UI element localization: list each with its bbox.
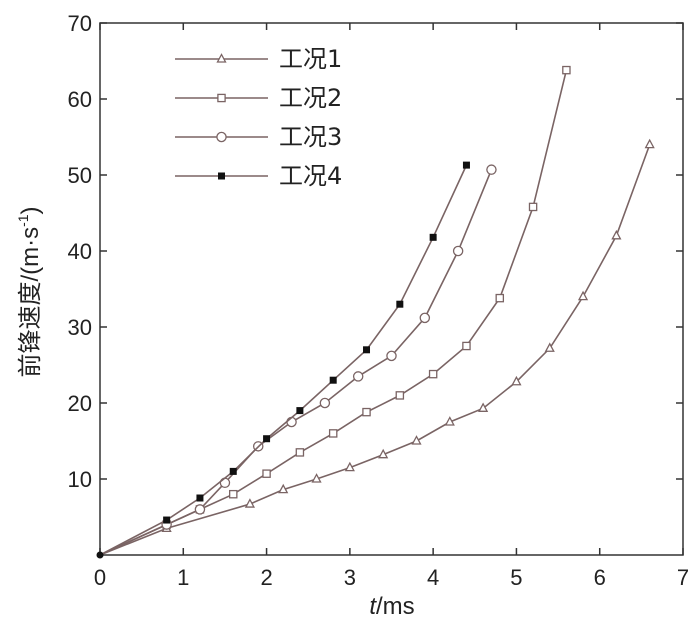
circle-marker bbox=[452, 245, 464, 257]
triangle-marker bbox=[511, 375, 522, 386]
circle-marker bbox=[486, 164, 497, 175]
x-tick-label: 5 bbox=[510, 565, 522, 590]
square-marker bbox=[495, 293, 505, 303]
series-3 bbox=[99, 164, 497, 556]
y-axis-title: 前锋速度/(m·s-1) bbox=[15, 206, 44, 377]
filled-square-marker bbox=[196, 494, 204, 502]
x-tick-label: 7 bbox=[677, 565, 689, 590]
x-tick-label: 3 bbox=[344, 565, 356, 590]
series-line bbox=[99, 164, 468, 556]
y-tick-label: 60 bbox=[68, 87, 92, 112]
circle-marker bbox=[286, 416, 297, 428]
square-marker bbox=[362, 407, 371, 417]
y-tick-label: 10 bbox=[68, 467, 92, 492]
legend-item-2: 工况2 bbox=[175, 84, 342, 112]
y-tick-label: 40 bbox=[68, 239, 92, 264]
triangle-marker bbox=[411, 435, 422, 445]
filled-square-marker bbox=[396, 300, 404, 308]
square-marker bbox=[528, 202, 538, 212]
filled-square-marker bbox=[163, 516, 171, 524]
series-1 bbox=[99, 138, 655, 556]
circle-marker bbox=[319, 397, 331, 409]
square-marker bbox=[428, 369, 438, 379]
legend: 工况1 工况2 工况3 工况4 bbox=[175, 45, 342, 190]
triangle-marker bbox=[378, 448, 389, 459]
circle-marker bbox=[194, 504, 206, 515]
circle-marker bbox=[419, 312, 431, 324]
plot-frame bbox=[99, 22, 684, 556]
y-tick-label: 50 bbox=[68, 163, 92, 188]
filled-square-marker bbox=[429, 233, 437, 241]
x-tick-label: 6 bbox=[594, 565, 606, 590]
x-tick-label: 1 bbox=[177, 565, 189, 590]
series-line bbox=[99, 69, 568, 556]
filled-square-marker bbox=[363, 346, 371, 354]
filled-square-marker bbox=[263, 435, 271, 443]
triangle-marker bbox=[311, 473, 322, 483]
filled-square-marker bbox=[296, 407, 304, 415]
series-4 bbox=[99, 161, 470, 556]
triangle-marker bbox=[444, 416, 455, 426]
series-2 bbox=[99, 65, 571, 556]
y-axis-label: 前锋速度/(m·s bbox=[17, 227, 44, 378]
x-axis-var: t bbox=[369, 593, 377, 620]
circle-marker bbox=[219, 477, 231, 489]
triangle-marker bbox=[344, 461, 355, 472]
legend-item-3: 工况3 bbox=[175, 123, 342, 151]
square-marker bbox=[462, 341, 471, 351]
square-marker bbox=[328, 429, 338, 438]
triangle-marker bbox=[278, 483, 289, 494]
y-tick-label: 30 bbox=[68, 315, 92, 340]
y-tick-label: 20 bbox=[68, 391, 92, 416]
legend-item-4: 工况4 bbox=[175, 162, 342, 190]
x-tick-label: 0 bbox=[94, 565, 106, 590]
triangle-marker bbox=[544, 342, 555, 352]
square-marker bbox=[229, 489, 238, 499]
series-line bbox=[99, 144, 651, 556]
triangle-marker bbox=[478, 402, 489, 412]
legend-label: 工况3 bbox=[279, 123, 342, 151]
square-marker bbox=[295, 448, 305, 457]
x-axis-unit: /ms bbox=[376, 593, 415, 620]
triangle-marker bbox=[611, 229, 622, 240]
x-tick-label: 2 bbox=[260, 565, 272, 590]
square-marker bbox=[562, 65, 571, 75]
triangle-marker bbox=[577, 290, 589, 301]
circle-marker bbox=[352, 371, 364, 382]
legend-label: 工况4 bbox=[279, 162, 342, 190]
filled-square-marker bbox=[218, 172, 225, 180]
circle-marker bbox=[386, 350, 397, 362]
legend-item-1: 工况1 bbox=[175, 45, 342, 73]
filled-square-marker bbox=[229, 467, 237, 475]
x-axis-title: t/ms bbox=[369, 593, 414, 620]
square-marker bbox=[262, 469, 271, 478]
x-tick-label: 4 bbox=[427, 565, 439, 590]
series-layer bbox=[96, 65, 655, 559]
triangle-marker bbox=[644, 138, 655, 149]
y-axis-label-close: ) bbox=[17, 206, 44, 214]
filled-square-marker bbox=[462, 161, 470, 169]
triangle-marker bbox=[216, 53, 227, 63]
legend-label: 工况2 bbox=[279, 84, 342, 112]
circle-marker bbox=[216, 131, 227, 143]
square-marker bbox=[217, 93, 226, 103]
square-marker bbox=[395, 391, 405, 400]
y-tick-label: 70 bbox=[68, 11, 92, 36]
y-axis-label-sup: -1 bbox=[15, 214, 31, 227]
axes: 0 1 2 3 4 5 6 7 10 20 30 40 50 60 70 bbox=[68, 11, 690, 590]
series-line bbox=[99, 169, 493, 556]
legend-label: 工况1 bbox=[279, 45, 342, 73]
filled-square-marker bbox=[329, 376, 337, 384]
origin-point bbox=[96, 551, 104, 559]
triangle-marker bbox=[244, 498, 255, 508]
